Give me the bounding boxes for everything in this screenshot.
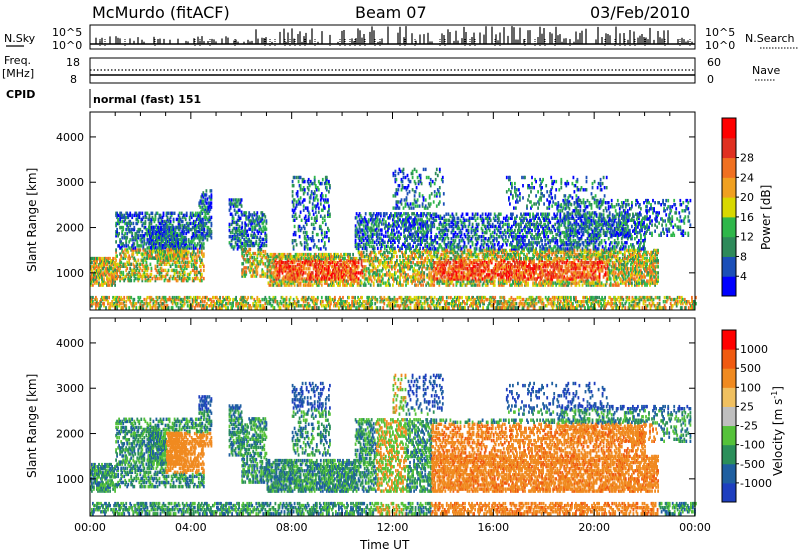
- colorbar-tick-label: 20: [740, 191, 754, 204]
- y-tick-label: 2000: [56, 222, 84, 235]
- colorbar-tick-label: 25: [740, 400, 754, 413]
- y-tick-label: 1000: [56, 267, 84, 280]
- noise-right-tick-top: 10^5: [705, 26, 735, 39]
- colorbar-segment: [722, 118, 736, 139]
- x-tick-label: 08:00: [276, 521, 308, 534]
- colorbar-tick-label: 4: [740, 270, 747, 283]
- noise-panel: 10^5 10^0 10^5 10^0: [52, 24, 735, 52]
- velocity-panel: 1000 2000 3000 4000 00:00 04:00 08:00 12:00 16:…: [25, 317, 711, 552]
- colorbar-segment: [722, 177, 736, 198]
- colorbar-segment: [722, 197, 736, 218]
- velocity-data: [90, 373, 697, 516]
- station-title: McMurdo (fitACF): [92, 3, 230, 22]
- colorbar-segment: [722, 482, 736, 503]
- velocity-y-axis: 1000 2000 3000 4000: [56, 337, 695, 486]
- colorbar-segment: [722, 425, 736, 446]
- freq-label: Freq.: [4, 54, 31, 67]
- cpid-label: CPID: [6, 88, 35, 101]
- power-panel: 1000 2000 3000 4000 Slant Range [km]: [25, 111, 697, 311]
- x-tick-label: 00:00: [679, 521, 711, 534]
- noise-left-tick-top: 10^5: [52, 26, 82, 39]
- freq-right-tick-bottom: 0: [707, 73, 714, 86]
- time-ut-xlabel: Time UT: [359, 538, 410, 552]
- colorbar-segment: [722, 406, 736, 427]
- power-x-ticks: [89, 112, 696, 310]
- nsearch-label: N.Search: [745, 32, 795, 45]
- colorbar-tick-label: 24: [740, 171, 754, 184]
- nave-label: Nave: [752, 64, 780, 77]
- freq-right-tick-top: 60: [707, 56, 721, 69]
- freq-left-tick-top: 18: [66, 56, 80, 69]
- colorbar-segment: [722, 368, 736, 388]
- colorbar-tick-label: 1000: [740, 343, 768, 356]
- noise-right-tick-bottom: 10^0: [705, 39, 735, 52]
- power-ylabel: Slant Range [km]: [25, 168, 39, 272]
- cpid-panel: normal (fast) 151: [89, 89, 201, 108]
- colorbar-segment: [722, 256, 736, 277]
- velocity-colorbar-label-close: ]: [771, 386, 785, 391]
- x-tick-label: 16:00: [477, 521, 509, 534]
- colorbar-tick-label: -25: [740, 420, 758, 433]
- x-tick-label: 20:00: [578, 521, 610, 534]
- y-tick-label: 2000: [56, 428, 84, 441]
- colorbar-segment: [722, 463, 736, 484]
- y-tick-label: 3000: [56, 382, 84, 395]
- colorbar-tick-label: -1000: [740, 477, 772, 490]
- colorbar-tick-label: 8: [740, 250, 747, 263]
- colorbar-segment: [722, 276, 736, 297]
- freq-unit-label: [MHz]: [2, 67, 34, 80]
- colorbar-tick-label: -500: [740, 458, 765, 471]
- velocity-colorbar: 1000 500 100 25 -25 -100 -500 -1000 Velocity [m…: [721, 329, 785, 503]
- colorbar-tick-label: 28: [740, 152, 754, 165]
- colorbar-segment: [722, 330, 736, 350]
- colorbar-tick-label: 12: [740, 231, 754, 244]
- velocity-colorbar-label-main: Velocity [m s: [771, 399, 785, 476]
- power-colorbar: 4 8 12 16 20 24 28 Power [dB]: [721, 117, 773, 297]
- cpid-text: normal (fast) 151: [93, 93, 201, 106]
- y-tick-label: 3000: [56, 176, 84, 189]
- power-y-axis: 1000 2000 3000 4000: [56, 131, 695, 280]
- noise-left-tick-bottom: 10^0: [52, 39, 82, 52]
- y-tick-label: 4000: [56, 337, 84, 350]
- colorbar-segment: [722, 157, 736, 178]
- velocity-colorbar-label-sup: -1: [770, 391, 779, 399]
- colorbar-segment: [722, 236, 736, 257]
- colorbar-segment: [722, 216, 736, 238]
- colorbar-segment: [722, 349, 736, 369]
- colorbar-segment: [722, 444, 736, 465]
- colorbar-tick-label: 500: [740, 362, 761, 375]
- velocity-colorbar-label: Velocity [m s-1]: [770, 386, 785, 476]
- colorbar-tick-label: 100: [740, 381, 761, 394]
- colorbar-segment: [722, 137, 736, 159]
- noise-trace: [90, 26, 695, 46]
- date-title: 03/Feb/2010: [590, 3, 690, 22]
- velocity-x-axis: 00:00 04:00 08:00 12:00 16:00 20:00 00:00: [74, 318, 711, 534]
- x-tick-label: 12:00: [377, 521, 409, 534]
- nsky-label: N.Sky: [4, 32, 36, 45]
- colorbar-tick-label: -100: [740, 439, 765, 452]
- y-tick-label: 1000: [56, 473, 84, 486]
- power-data: [90, 167, 697, 310]
- frequency-panel: 18 8 60 0: [66, 56, 721, 86]
- colorbar-segment: [722, 387, 736, 407]
- colorbar-tick-label: 16: [740, 211, 754, 224]
- beam-title: Beam 07: [355, 3, 427, 22]
- velocity-ylabel: Slant Range [km]: [25, 374, 39, 478]
- x-tick-label: 00:00: [74, 521, 106, 534]
- y-tick-label: 4000: [56, 131, 84, 144]
- power-colorbar-label: Power [dB]: [759, 185, 773, 250]
- freq-left-tick-bottom: 8: [70, 73, 77, 86]
- x-tick-label: 04:00: [175, 521, 207, 534]
